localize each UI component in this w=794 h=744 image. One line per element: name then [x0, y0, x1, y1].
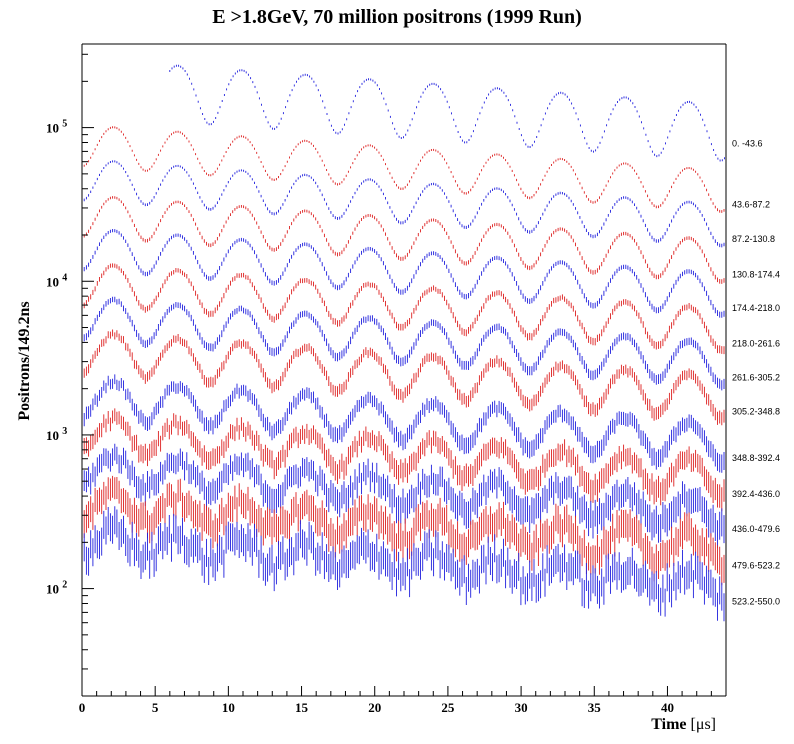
series-8: [81, 329, 725, 426]
slice-label: 174.4-218.0: [732, 303, 780, 313]
slice-label: 479.6-523.2: [732, 560, 780, 570]
slice-label: 87.2-130.8: [732, 234, 775, 244]
x-tick-label: 25: [441, 700, 455, 715]
slice-label: 0. -43.6: [732, 139, 763, 149]
x-axis-label-text: Time: [651, 716, 687, 733]
x-axis-unit: [μs]: [690, 716, 716, 733]
slice-label: 436.0-479.6: [732, 524, 780, 534]
series-layer: [81, 64, 725, 622]
y-tick-label: 10 4: [46, 272, 67, 289]
slice-label: 43.6-87.2: [732, 200, 770, 210]
x-tick-label: 0: [79, 700, 86, 715]
axes: 0 5 10 15 20 25 30 35 40 10 2 10 3 10 4 10 5: [46, 43, 727, 715]
slice-label: 348.8-392.4: [732, 453, 780, 463]
series-1: [169, 64, 725, 162]
y-tick-label: 10 3: [46, 426, 67, 443]
x-tick-label: 15: [295, 700, 309, 715]
slice-label: 523.2-550.0: [732, 596, 780, 606]
slice-labels: 0. -43.6 43.6-87.2 87.2-130.8 130.8-174.4 17…: [732, 139, 780, 607]
x-axis-label: Time [μs]: [651, 716, 716, 734]
slice-label: 261.6-305.2: [732, 373, 780, 383]
x-tick-label: 30: [515, 700, 528, 715]
chart-title: E >1.8GeV, 70 million positrons (1999 Ru…: [212, 6, 582, 28]
y-tick-label: 10 5: [46, 119, 67, 136]
slice-label: 130.8-174.4: [732, 270, 780, 280]
x-tick-label: 5: [152, 700, 159, 715]
series-2: [81, 126, 725, 213]
series-2-errorbars: [81, 126, 725, 213]
x-tick-label: 35: [588, 700, 602, 715]
x-tick-label: 40: [661, 700, 674, 715]
slice-label: 218.0-261.6: [732, 338, 780, 348]
x-tick-label: 10: [222, 700, 235, 715]
series-8-errorbars: [81, 329, 725, 426]
x-tick-label: 20: [368, 700, 381, 715]
slice-label: 392.4-436.0: [732, 489, 780, 499]
y-tick-label: 10 2: [46, 580, 67, 597]
slice-label: 305.2-348.8: [732, 407, 780, 417]
series-1-errorbars: [169, 64, 725, 162]
